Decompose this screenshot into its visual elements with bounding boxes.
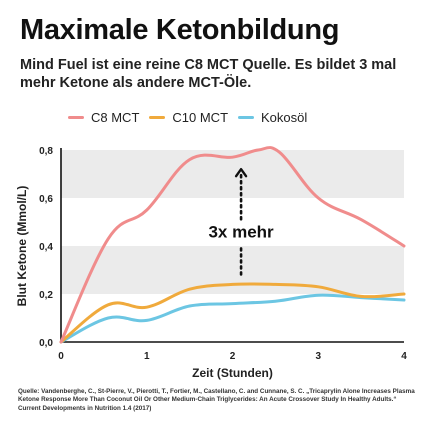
legend-swatch-c8 bbox=[68, 116, 84, 119]
page-title: Maximale Ketonbildung bbox=[20, 14, 340, 46]
x-tick-label: 3 bbox=[315, 351, 321, 362]
series-lines bbox=[59, 146, 406, 344]
legend-swatch-kokosoel bbox=[238, 116, 255, 119]
y-tick-label: 0,4 bbox=[39, 242, 53, 253]
grid-band bbox=[61, 246, 404, 294]
y-tick-label: 0,0 bbox=[39, 338, 53, 349]
y-tick-label: 0,6 bbox=[39, 194, 53, 205]
legend-item-c10: C10 MCT bbox=[149, 110, 228, 125]
x-tick-label: 0 bbox=[58, 351, 64, 362]
y-axis-label: Blut Ketone (Mmol/L) bbox=[15, 186, 29, 307]
source-citation: Quelle: Vandenberghe, C., St-Pierre, V.,… bbox=[18, 388, 415, 412]
legend-swatch-c10 bbox=[149, 116, 166, 119]
chart-axes bbox=[60, 148, 404, 343]
annotation-arrowhead bbox=[234, 168, 248, 178]
x-axis-label: Zeit (Stunden) bbox=[192, 366, 273, 380]
x-tick-label: 1 bbox=[144, 351, 150, 362]
series-line-c10 bbox=[59, 282, 406, 344]
ketone-line-chart: 0,0 0,2 0,4 0,6 0,8 0 1 2 3 4 3x mehr Zeit (Stund… bbox=[15, 146, 407, 380]
subtitle: Mind Fuel ist eine reine C8 MCT Quelle. … bbox=[20, 57, 397, 91]
series-line-kokosoel bbox=[59, 293, 406, 344]
x-tick-label: 4 bbox=[401, 351, 407, 362]
legend-item-kokosoel: Kokosöl bbox=[238, 110, 307, 125]
y-tick-label: 0,2 bbox=[39, 290, 53, 301]
annotation-arrow bbox=[234, 168, 248, 277]
tick-labels: 0,0 0,2 0,4 0,6 0,8 0 1 2 3 4 bbox=[39, 146, 407, 362]
annotation-label: 3x mehr bbox=[208, 223, 274, 242]
legend-label-kokosoel: Kokosöl bbox=[261, 110, 308, 125]
x-tick-label: 2 bbox=[230, 351, 236, 362]
y-tick-label: 0,8 bbox=[39, 146, 53, 157]
legend-label-c10: C10 MCT bbox=[172, 110, 229, 125]
chart-legend: C8 MCT C10 MCT Kokosöl bbox=[68, 110, 307, 125]
legend-label-c8: C8 MCT bbox=[91, 110, 140, 125]
legend-item-c8: C8 MCT bbox=[68, 110, 139, 125]
series-line-c8 bbox=[59, 146, 406, 344]
